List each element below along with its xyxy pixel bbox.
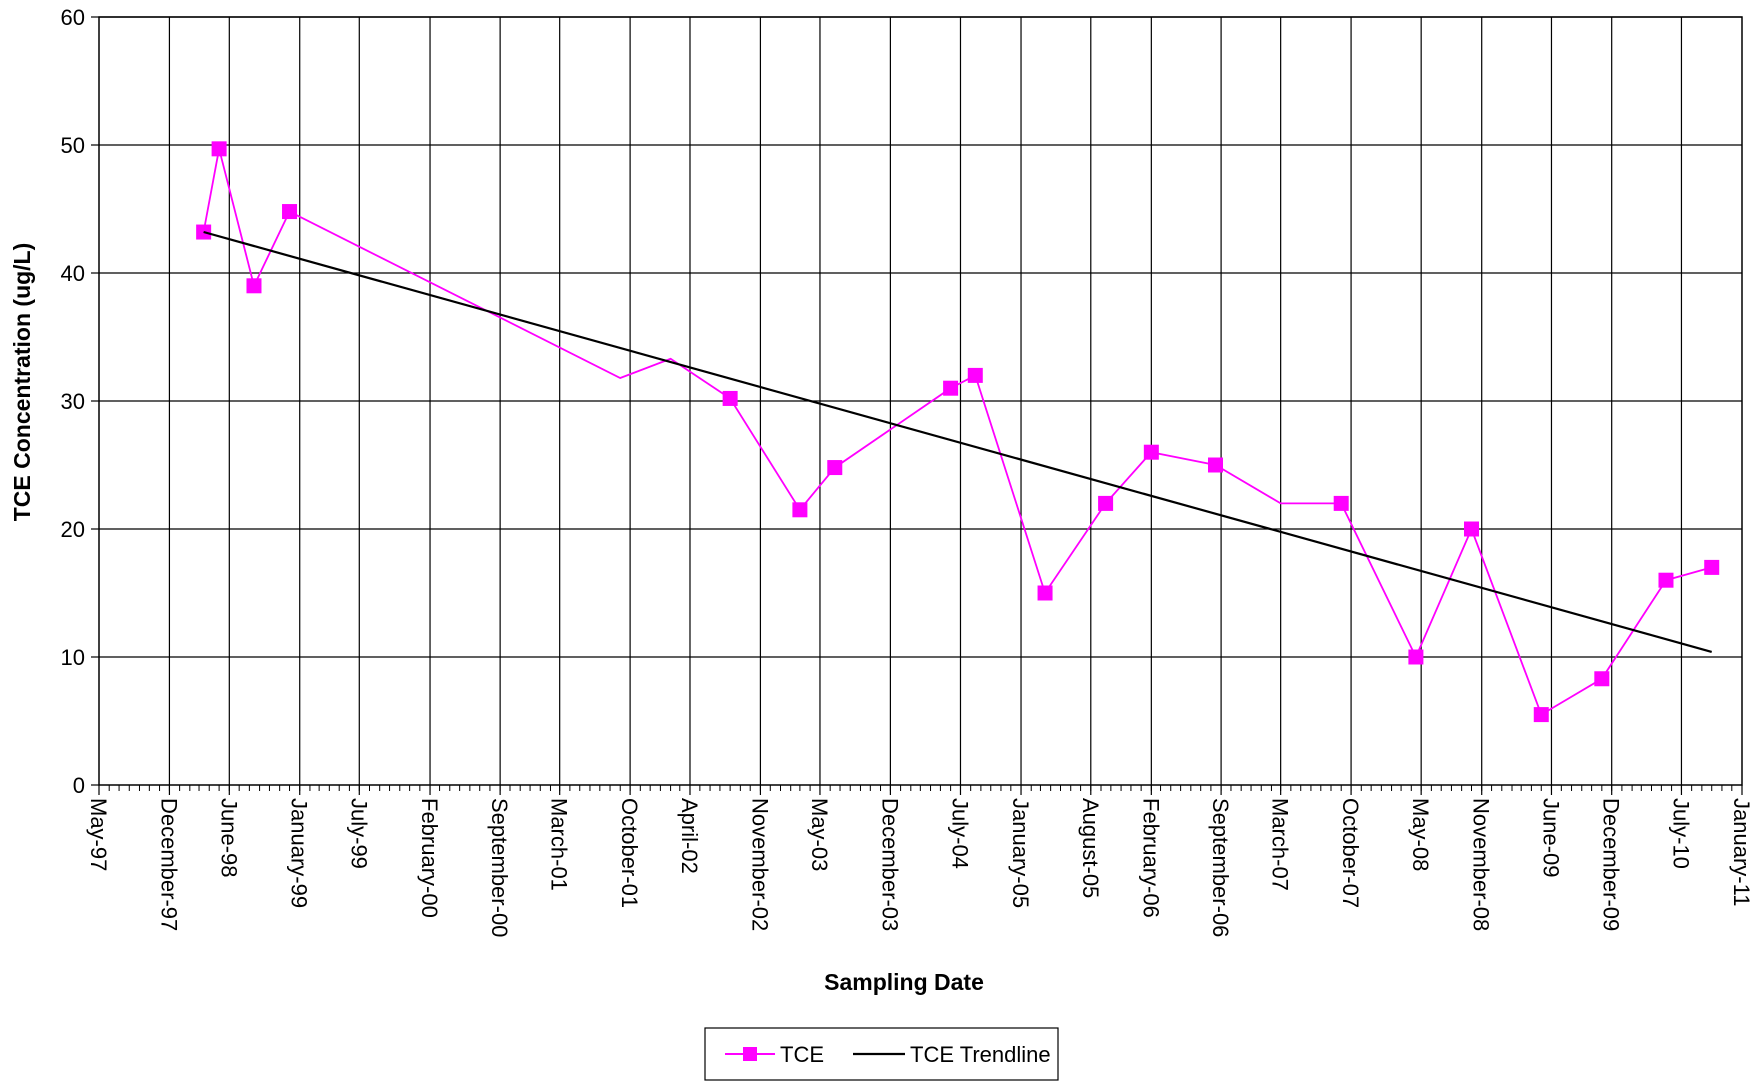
legend: TCE TCE Trendline: [704, 1027, 1059, 1081]
x-tick-label: October-07: [1338, 798, 1363, 908]
x-tick-label: July-99: [346, 798, 371, 869]
x-axis-title: Sampling Date: [824, 969, 984, 995]
tce-data-point: [282, 204, 298, 220]
tce-data-point: [1533, 707, 1549, 723]
x-tick-label: December-09: [1599, 798, 1624, 931]
x-tick-label: September-06: [1208, 798, 1233, 937]
x-tick-label: March-07: [1268, 798, 1293, 891]
tce-data-point: [1037, 585, 1053, 601]
legend-swatch-tce-marker: [743, 1047, 757, 1061]
y-tick-label: 0: [73, 773, 85, 798]
tce-data-point: [211, 141, 227, 157]
tce-data-point: [1143, 444, 1159, 460]
y-tick-label: 20: [61, 517, 85, 542]
x-tick-label: February-00: [417, 798, 442, 918]
y-tick-label: 10: [61, 645, 85, 670]
x-tick-label: July-04: [947, 798, 972, 869]
tce-data-point: [1408, 649, 1424, 665]
x-tick-label: November-02: [747, 798, 772, 931]
x-tick-label: February-06: [1138, 798, 1163, 918]
x-tick-label: June-09: [1538, 798, 1563, 878]
legend-label-tce: TCE: [780, 1042, 824, 1067]
tce-data-point: [722, 390, 738, 406]
x-tick-label: May-08: [1408, 798, 1433, 871]
y-axis-title: TCE Concentration (ug/L): [9, 243, 35, 522]
tce-data-point: [1464, 521, 1480, 537]
tce-data-point: [1098, 495, 1114, 511]
x-tick-label: May-03: [807, 798, 832, 871]
x-tick-label: May-97: [86, 798, 111, 871]
tce-data-point: [1333, 495, 1349, 511]
y-tick-label: 40: [61, 261, 85, 286]
y-tick-label: 30: [61, 389, 85, 414]
x-tick-label: January-05: [1008, 798, 1033, 908]
x-tick-label: December-03: [877, 798, 902, 931]
trendline: [203, 230, 1712, 653]
x-tick-label: April-02: [677, 798, 702, 874]
tce-data-point: [1704, 559, 1720, 575]
y-tick-label: 50: [61, 133, 85, 158]
x-tick-label: December-97: [156, 798, 181, 931]
x-tick-label: January-11: [1729, 798, 1754, 906]
x-tick-label: January-99: [287, 798, 312, 908]
tce-data-point: [1594, 671, 1610, 687]
x-axis: May-97 December-97 June-98 January-99 July-9…: [86, 785, 1754, 937]
tce-data-point: [967, 367, 983, 383]
tce-data-point: [792, 502, 808, 518]
y-axis: 0 10 20 30 40 50 60: [61, 5, 99, 798]
x-tick-label: October-01: [617, 798, 642, 908]
x-tick-label: July-10: [1668, 798, 1693, 869]
tce-data-point: [827, 460, 843, 476]
x-tick-label: March-01: [547, 798, 572, 891]
legend-label-trendline: TCE Trendline: [910, 1042, 1051, 1067]
x-tick-label: September-00: [487, 798, 512, 937]
tce-data-point: [1658, 572, 1674, 588]
tce-data-point: [943, 380, 959, 396]
x-tick-label: November-08: [1469, 798, 1494, 931]
tce-data-point: [246, 278, 262, 294]
x-tick-label: June-98: [216, 798, 241, 878]
plot-area: [98, 16, 1743, 786]
x-tick-label: August-05: [1078, 798, 1103, 898]
y-tick-label: 60: [61, 5, 85, 30]
tce-data-point: [1208, 457, 1224, 473]
